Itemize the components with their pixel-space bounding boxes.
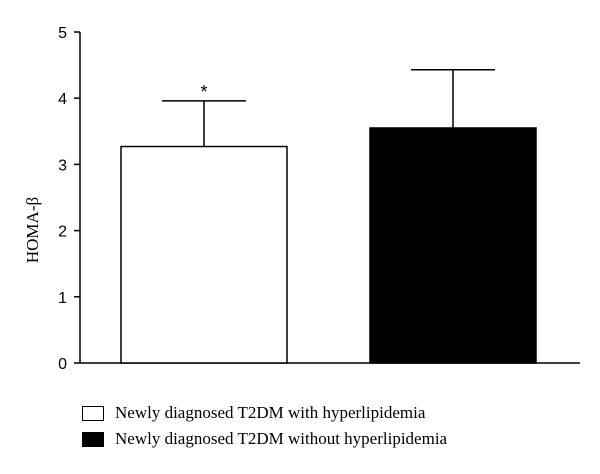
legend-label: Newly diagnosed T2DM without hyperlipide…: [115, 429, 448, 448]
y-tick-label: 1: [58, 290, 67, 307]
y-tick-label: 3: [58, 157, 67, 174]
y-tick-label: 4: [58, 91, 67, 108]
y-tick-label: 2: [58, 224, 67, 241]
legend-item-with-hyperlipidemia: Newly diagnosed T2DM with hyperlipidemia: [82, 400, 447, 426]
y-axis-title: HOMA-β: [23, 197, 42, 263]
bar: [120, 145, 288, 364]
legend: Newly diagnosed T2DM with hyperlipidemia…: [82, 400, 447, 452]
legend-label: Newly diagnosed T2DM with hyperlipidemia: [115, 403, 426, 422]
bar: [369, 127, 537, 364]
bars: *: [120, 68, 537, 364]
legend-swatch-white: [82, 405, 104, 421]
legend-item-without-hyperlipidemia: Newly diagnosed T2DM without hyperlipide…: [82, 426, 447, 452]
legend-swatch-black: [82, 431, 104, 447]
y-tick-label: 0: [58, 356, 67, 373]
significance-marker: *: [200, 82, 207, 102]
y-tick-label: 5: [58, 25, 67, 42]
